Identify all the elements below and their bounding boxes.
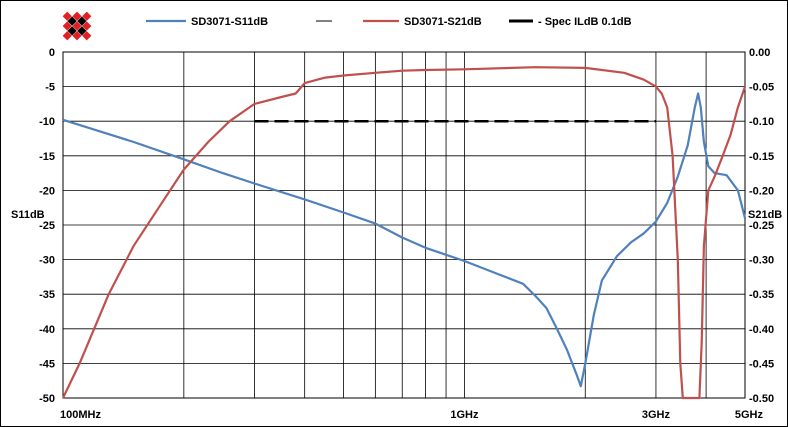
y-right-tick-label: -0.25 (749, 220, 774, 232)
series-line-sd3071-s11db (62, 92, 747, 388)
logo-diamond (72, 31, 82, 41)
y-left-tick-label: -25 (39, 220, 55, 232)
x-tick-label: 5GHz (735, 409, 764, 421)
axes: 0 -5 -10 -15 -20 -25 -30 -35 -40 -45 -50 0.00 -0.05 -… (11, 47, 782, 421)
series-group (62, 66, 747, 400)
y-left-tick-label: -35 (39, 289, 55, 301)
y-left-tick-label: -45 (39, 358, 55, 370)
y-left-tick-label: -30 (39, 255, 55, 267)
logo-diamond (62, 11, 72, 21)
logo-diamond (62, 21, 72, 31)
y-right-tick-label: -0.20 (749, 185, 774, 197)
logo-diamond (72, 11, 82, 21)
y-left-tick-label: -15 (39, 151, 55, 163)
y-right-tick-label: -0.50 (749, 393, 774, 405)
logo-diamond (77, 16, 87, 26)
legend-label: SD3071-S21dB (404, 16, 482, 28)
y-right-tick-label: -0.30 (749, 255, 774, 267)
x-tick-label: 100MHz (60, 409, 101, 421)
y-left-tick-label: -50 (39, 393, 55, 405)
y-right-tick-label: -0.10 (749, 116, 774, 128)
y-left-tick-label: -20 (39, 185, 55, 197)
logo-diamond (82, 11, 92, 21)
y-right-tick-label: -0.05 (749, 82, 774, 94)
legend-label: - Spec ILdB 0.1dB (538, 16, 632, 28)
y-right-tick-label: -0.35 (749, 289, 774, 301)
y-right-tick-label: -0.40 (749, 324, 774, 336)
grid (63, 51, 745, 399)
logo-diamond (77, 26, 87, 36)
y-right-tick-label: -0.15 (749, 151, 774, 163)
y-left-axis-label: S11dB (11, 209, 45, 221)
series-line-sd3071-s21db (62, 66, 747, 400)
y-left-tick-label: -40 (39, 324, 55, 336)
y-right-tick-label: -0.45 (749, 358, 774, 370)
x-tick-label: 1GHz (450, 409, 479, 421)
logo-diamond (82, 31, 92, 41)
logo-diamond (72, 21, 82, 31)
legend: SD3071-S11dB SD3071-S21dB - Spec ILdB 0.1d… (146, 16, 632, 28)
y-left-tick-label: -10 (39, 116, 55, 128)
logo-diamond (67, 26, 77, 36)
y-left-tick-label: -5 (45, 82, 55, 94)
company-logo (62, 11, 92, 41)
y-right-tick-label: 0.00 (749, 47, 770, 59)
logo-diamond (67, 16, 77, 26)
x-tick-label: 3GHz (642, 409, 671, 421)
y-left-tick-label: 0 (49, 47, 55, 59)
logo-diamond (62, 31, 72, 41)
legend-label: SD3071-S11dB (191, 16, 268, 28)
y-right-axis-label: S21dB (748, 209, 782, 221)
logo-diamond (82, 21, 92, 31)
